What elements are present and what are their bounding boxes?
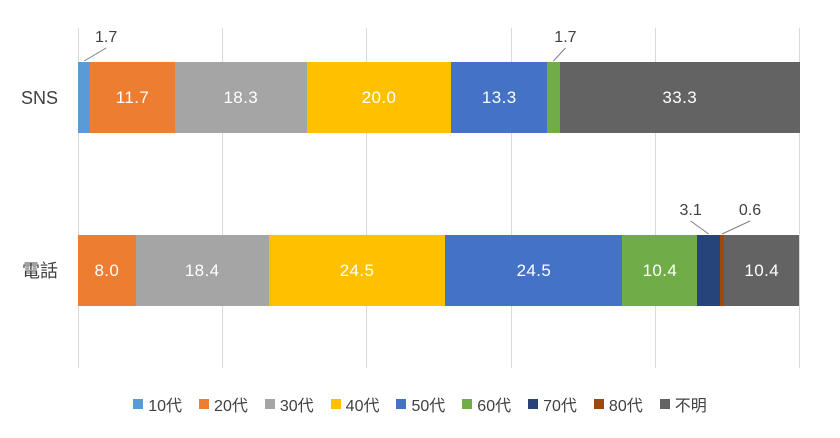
gridline xyxy=(511,28,512,368)
leader-line xyxy=(83,47,107,62)
legend-label: 不明 xyxy=(674,398,707,415)
legend-item: 50代 xyxy=(396,392,445,416)
legend-label: 30代 xyxy=(279,398,314,415)
bar-segment-label: 13.3 xyxy=(481,87,517,107)
legend-swatch xyxy=(199,399,210,409)
legend-swatch xyxy=(133,399,144,409)
gridline xyxy=(366,28,367,368)
bar-segment: 24.5 xyxy=(445,235,623,306)
legend-swatch xyxy=(330,399,341,409)
bar-segment-label: 10.4 xyxy=(642,260,678,280)
bar-segment: 8.0 xyxy=(78,235,136,306)
legend-item: 70代 xyxy=(528,392,577,416)
bar-segment: 11.7 xyxy=(90,62,175,133)
legend-label: 20代 xyxy=(214,398,248,415)
legend-item: 30代 xyxy=(264,392,314,416)
callout-label: 3.1 xyxy=(679,202,702,219)
bar-segment-label: 11.7 xyxy=(115,87,150,107)
legend-swatch xyxy=(528,399,539,409)
legend-item: 60代 xyxy=(462,392,511,416)
bar-segment-label: 33.3 xyxy=(662,87,698,107)
legend-label: 70代 xyxy=(543,398,577,415)
legend-swatch xyxy=(396,399,407,409)
leader-line xyxy=(690,220,709,235)
category-label: SNS xyxy=(20,87,58,108)
bar-segment: 24.5 xyxy=(268,235,446,306)
gridline xyxy=(78,28,79,368)
legend-item: 10代 xyxy=(133,392,182,416)
bar-segment-label: 20.0 xyxy=(361,87,397,107)
plot-area: 11.7 18.3 20.0 13.3 33.3 1.7 1.7 8.0 18.4 24.5 24.… xyxy=(78,28,800,368)
category-label: 電話 xyxy=(22,260,58,281)
bar-row: 8.0 18.4 24.5 24.5 10.4 10.4 xyxy=(78,235,800,306)
category-axis: SNS 電話 xyxy=(0,0,68,438)
leader-line xyxy=(553,47,566,62)
gridline xyxy=(799,28,800,368)
bar-segment: 33.3 xyxy=(559,62,800,133)
legend-swatch xyxy=(593,399,604,409)
bar-segment-label: 18.4 xyxy=(184,260,220,280)
callout-label: 0.6 xyxy=(738,202,762,219)
legend-label: 80代 xyxy=(608,398,643,415)
bar-segment: 10.4 xyxy=(724,235,800,306)
bar-segment-label: 24.5 xyxy=(339,260,375,280)
bar-segment xyxy=(719,235,725,306)
legend-label: 50代 xyxy=(411,398,446,415)
legend-label: 40代 xyxy=(345,398,380,415)
bar-segment xyxy=(547,62,560,133)
bar-segment-label: 10.4 xyxy=(744,260,780,280)
legend-item: 20代 xyxy=(199,392,248,416)
callout-label: 1.7 xyxy=(554,29,577,46)
bar-segment-label: 8.0 xyxy=(94,260,120,280)
gridline xyxy=(222,28,223,368)
bar-segment-label: 18.3 xyxy=(223,87,259,107)
legend-swatch xyxy=(264,399,275,409)
bar-segment: 20.0 xyxy=(306,62,452,133)
legend-label: 60代 xyxy=(477,398,512,415)
bar-segment xyxy=(78,62,91,133)
legend-item: 40代 xyxy=(330,392,380,416)
leader-line xyxy=(721,220,751,235)
legend-item: 不明 xyxy=(659,392,707,416)
legend-label: 10代 xyxy=(148,398,183,415)
gridline xyxy=(655,28,656,368)
bar-segment: 18.4 xyxy=(135,235,269,306)
bar-segment xyxy=(697,235,720,306)
legend-item: 80代 xyxy=(593,392,643,416)
bar-segment: 13.3 xyxy=(451,62,548,133)
bar-segment: 10.4 xyxy=(622,235,698,306)
legend-swatch xyxy=(462,399,473,409)
bar-row: 11.7 18.3 20.0 13.3 33.3 xyxy=(78,62,800,133)
legend: 10代 20代 30代 40代 50代 60代 70代 80代 不明 xyxy=(0,392,840,416)
callout-label: 1.7 xyxy=(95,29,118,46)
legend-swatch xyxy=(659,399,670,409)
bar-segment-label: 24.5 xyxy=(516,260,552,280)
bar-segment: 18.3 xyxy=(174,62,307,133)
